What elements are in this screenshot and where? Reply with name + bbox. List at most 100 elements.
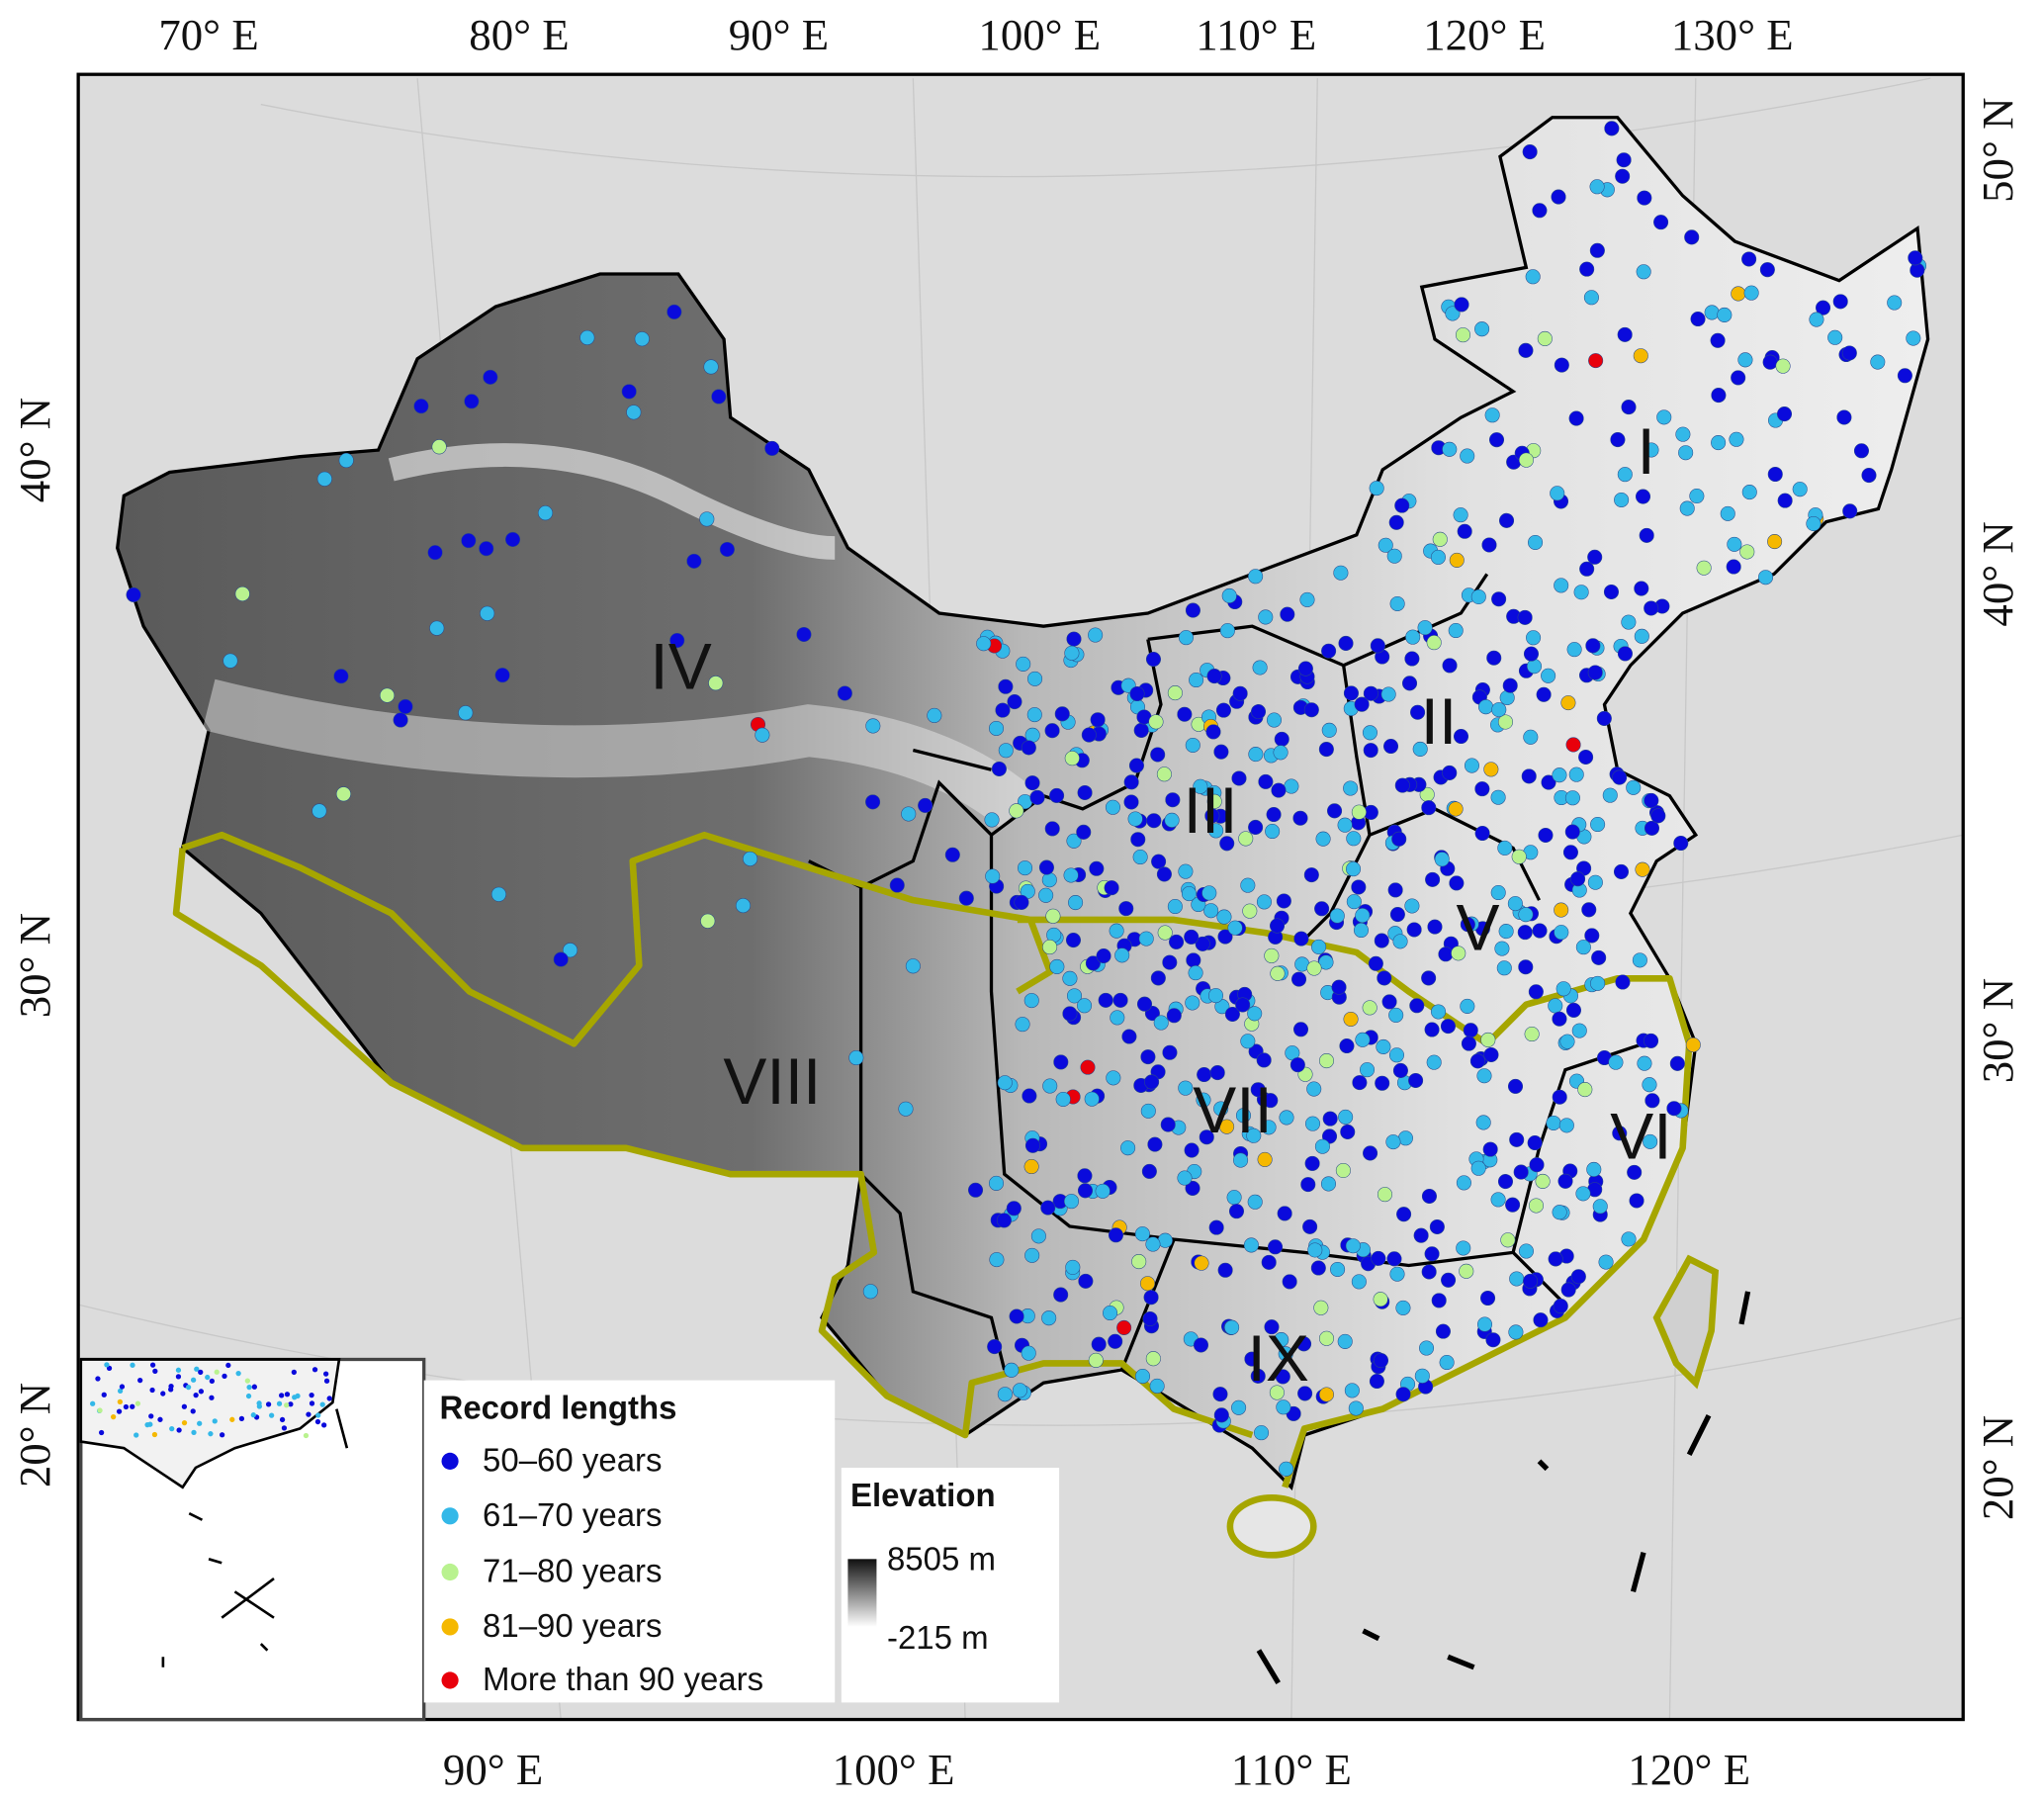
station: [1279, 1461, 1294, 1477]
station: [1184, 1142, 1200, 1158]
station: [1394, 777, 1410, 793]
station: [1206, 669, 1222, 684]
station: [1424, 1022, 1440, 1037]
station: [1296, 1336, 1312, 1352]
station: [1297, 661, 1313, 676]
latitude-label: 50° N: [1973, 98, 2022, 203]
station: [1065, 933, 1081, 948]
station: [1528, 1198, 1545, 1214]
station: [1346, 894, 1362, 910]
station: [1014, 894, 1029, 910]
station: [1250, 704, 1267, 720]
station: [1717, 307, 1733, 322]
station: [579, 329, 595, 345]
station: [1474, 825, 1490, 842]
station: [431, 439, 447, 455]
station: [1346, 831, 1362, 847]
station: [905, 958, 921, 974]
station: [1310, 1260, 1326, 1276]
station: [1653, 215, 1669, 230]
inset-station: [246, 1384, 252, 1391]
station: [1004, 1362, 1020, 1378]
station: [1123, 774, 1139, 790]
station: [1053, 1287, 1069, 1303]
station: [1015, 1017, 1030, 1033]
region-label: III: [1184, 773, 1238, 847]
station: [1041, 872, 1057, 888]
station: [335, 786, 351, 802]
station: [1557, 1173, 1573, 1189]
station: [1330, 1261, 1346, 1277]
station: [1461, 1036, 1476, 1051]
station: [1270, 965, 1286, 981]
station: [1063, 867, 1079, 883]
station: [1720, 505, 1735, 521]
station: [1759, 262, 1775, 278]
station: [1483, 762, 1499, 777]
station: [1331, 979, 1347, 995]
station: [1098, 992, 1113, 1008]
station: [1685, 1037, 1701, 1052]
station: [1627, 1164, 1643, 1180]
station: [984, 812, 1000, 828]
region-label: IV: [650, 630, 711, 703]
station: [1430, 549, 1446, 565]
station: [1235, 1108, 1251, 1124]
station: [1304, 1155, 1320, 1171]
station: [1388, 1007, 1404, 1023]
station: [1562, 845, 1578, 860]
station: [1505, 1197, 1521, 1213]
station: [1726, 559, 1741, 575]
station: [1374, 933, 1389, 948]
inset-station: [149, 1387, 155, 1394]
station: [1007, 694, 1022, 710]
station: [1459, 1263, 1474, 1279]
station: [1303, 867, 1319, 883]
station: [1185, 1180, 1200, 1196]
station: [1696, 560, 1712, 576]
station: [1143, 1290, 1159, 1306]
inset-station: [117, 1388, 124, 1395]
station: [1548, 998, 1563, 1014]
legend-swatch: [441, 1618, 459, 1636]
region-label: VIII: [723, 1044, 821, 1118]
station: [1199, 1129, 1214, 1145]
station: [1577, 1082, 1593, 1098]
terrain-highlight: [202, 678, 1034, 830]
station: [1108, 1227, 1123, 1243]
station: [1441, 1272, 1457, 1288]
station: [621, 384, 637, 400]
station: [1362, 725, 1377, 741]
station: [1711, 388, 1727, 404]
station: [1571, 1023, 1587, 1038]
station: [1266, 806, 1282, 823]
station: [1240, 877, 1256, 893]
station: [998, 678, 1014, 694]
station: [1305, 1116, 1321, 1131]
station: [1371, 1250, 1386, 1266]
station: [1484, 407, 1500, 423]
station: [1590, 817, 1606, 833]
station: [862, 1284, 878, 1300]
station: [1329, 908, 1345, 924]
station: [1348, 1400, 1364, 1416]
hainan: [1226, 1494, 1317, 1559]
station: [1064, 645, 1080, 661]
station: [1345, 1238, 1361, 1254]
station: [1586, 1161, 1602, 1177]
station: [1386, 1251, 1402, 1267]
station: [1363, 1145, 1378, 1161]
station: [338, 452, 354, 469]
station: [1636, 264, 1651, 280]
station: [1729, 431, 1744, 447]
station: [1414, 1368, 1430, 1384]
station: [393, 712, 408, 728]
station: [1421, 1264, 1437, 1280]
station: [1579, 561, 1595, 577]
inset: [79, 1357, 426, 1722]
station: [1376, 1038, 1391, 1054]
station: [1431, 1004, 1447, 1020]
station: [1337, 1333, 1353, 1349]
station: [1018, 860, 1033, 876]
station: [998, 743, 1014, 759]
